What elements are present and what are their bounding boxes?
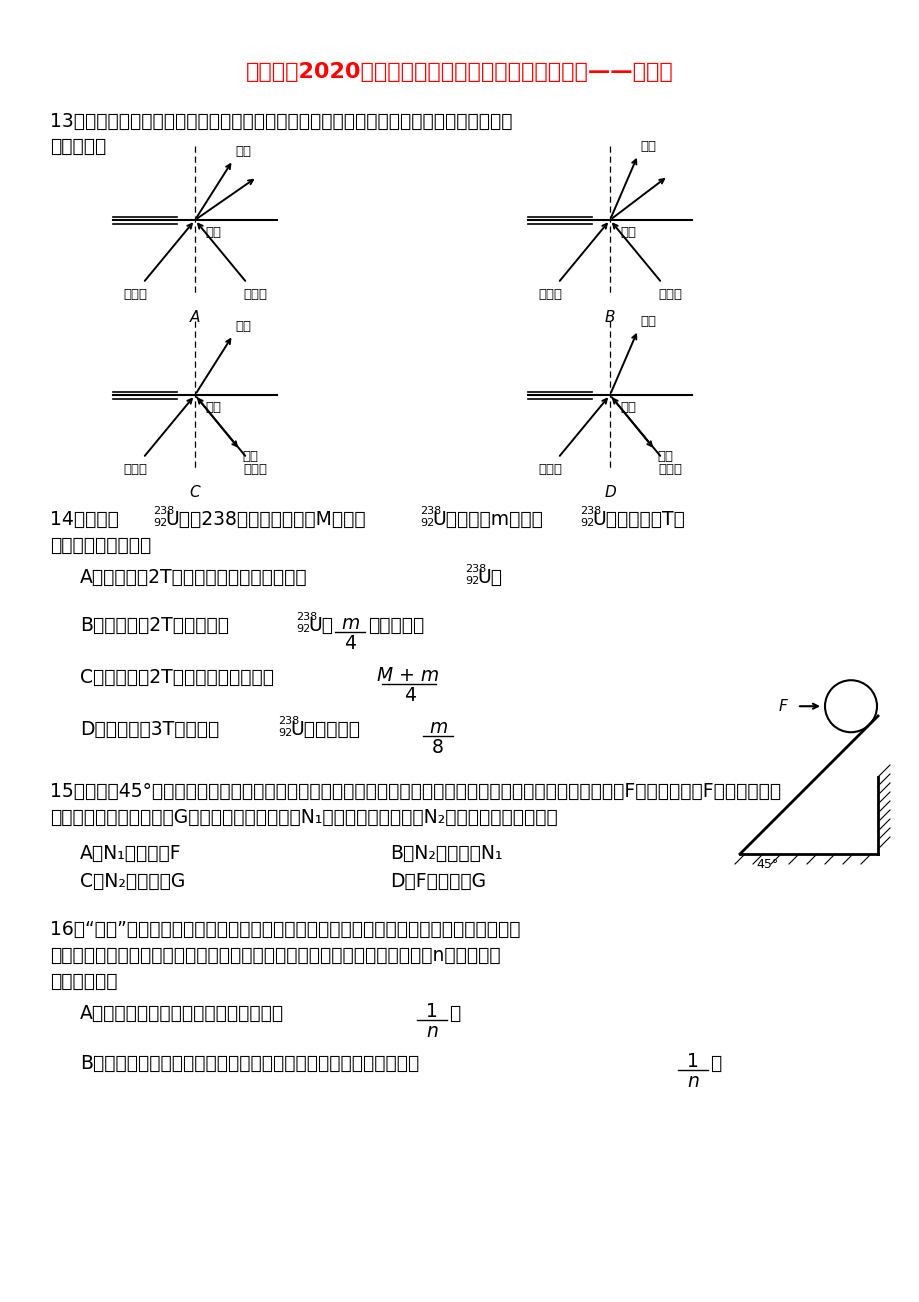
- Text: 8: 8: [432, 738, 444, 756]
- Text: 45°: 45°: [755, 858, 777, 871]
- Text: 92: 92: [278, 728, 292, 738]
- Text: C．N₂一定大于G: C．N₂一定大于G: [80, 872, 185, 891]
- Text: D．经过时间3T后矿石中: D．经过时间3T后矿石中: [80, 720, 219, 740]
- Text: 238: 238: [420, 506, 441, 516]
- Text: 复合光: 复合光: [123, 464, 147, 477]
- Text: 则下列说法正确的是: 则下列说法正确的是: [50, 536, 151, 555]
- Text: 红光: 红光: [656, 450, 673, 464]
- Text: 【物理】2020年北京市各区高三一模试卷分题型汇编——选择题: 【物理】2020年北京市各区高三一模试卷分题型汇编——选择题: [246, 62, 673, 82]
- Text: 4: 4: [403, 686, 415, 704]
- Text: 238: 238: [464, 564, 486, 574]
- Text: 法中正确的是: 法中正确的是: [50, 973, 118, 991]
- Text: 倍: 倍: [709, 1055, 720, 1073]
- Text: 238: 238: [579, 506, 601, 516]
- Text: 92: 92: [420, 518, 434, 529]
- Text: 238: 238: [296, 612, 317, 622]
- Text: 介质: 介质: [205, 227, 221, 240]
- Text: 复合光: 复合光: [243, 464, 267, 477]
- Text: U的半衰期为T，: U的半衰期为T，: [591, 510, 684, 529]
- Text: 球心。设球受到的重力为G，绝直墙对球的弹力为N₁，斜面对球的弹力为N₂，则下列说法正确的是: 球心。设球受到的重力为G，绝直墙对球的弹力为N₁，斜面对球的弹力为N₂，则下列说…: [50, 809, 557, 827]
- Text: 介质: 介质: [619, 401, 635, 414]
- Text: C．经过时间2T后该矿石的质量剩下: C．经过时间2T后该矿石的质量剩下: [80, 668, 274, 687]
- Text: 16．“静止”在赤道上空的地球同步气象卫星把广阔视野内的气象数据发回地面，为天气预报: 16．“静止”在赤道上空的地球同步气象卫星把广阔视野内的气象数据发回地面，为天气…: [50, 921, 520, 939]
- Text: B: B: [604, 310, 615, 326]
- Text: A: A: [189, 310, 200, 326]
- Text: U的质量还剩: U的质量还剩: [289, 720, 359, 740]
- Text: 15．倒角为45°的斜面固定于绝直墙上，为使质量分布均匀的光滑球静止在如图所示的位置，需用一个水平推功F作用于球上，F的作用线通过: 15．倒角为45°的斜面固定于绝直墙上，为使质量分布均匀的光滑球静止在如图所示的…: [50, 783, 780, 801]
- Text: 红光: 红光: [234, 145, 251, 158]
- Text: 复合光: 复合光: [538, 464, 562, 477]
- Text: 倍: 倍: [448, 1004, 460, 1023]
- Text: 紫光: 紫光: [242, 450, 257, 464]
- Text: A．经过时间2T后这块矿石中基本不再含有: A．经过时间2T后这块矿石中基本不再含有: [80, 568, 307, 587]
- Text: U了: U了: [476, 568, 502, 587]
- Text: 提供准确、全面和及时的气象资料。设地球同步卫星的轨道半径是地球半径的n倍，下列说: 提供准确、全面和及时的气象资料。设地球同步卫星的轨道半径是地球半径的n倍，下列说: [50, 947, 500, 965]
- Text: B．同步卫星的运行速度是地球赤道上物体随地球自转获得的速度的: B．同步卫星的运行速度是地球赤道上物体随地球自转获得的速度的: [80, 1055, 419, 1073]
- Text: 紫光: 紫光: [640, 315, 655, 328]
- Text: B．N₂一定大于N₁: B．N₂一定大于N₁: [390, 844, 502, 863]
- Text: 92: 92: [153, 518, 167, 529]
- Text: 复合光: 复合光: [657, 288, 681, 301]
- Text: 紫光: 紫光: [640, 141, 655, 154]
- Text: D: D: [604, 486, 615, 500]
- Text: n: n: [686, 1072, 698, 1091]
- Text: U有: U有: [308, 616, 333, 635]
- Text: 92: 92: [296, 624, 310, 634]
- Text: C: C: [189, 486, 200, 500]
- Text: B．经过时间2T后矿石中的: B．经过时间2T后矿石中的: [80, 616, 229, 635]
- Text: n: n: [425, 1022, 437, 1042]
- Text: 238: 238: [278, 716, 299, 727]
- Text: 92: 92: [579, 518, 594, 529]
- Text: m: m: [341, 615, 358, 633]
- Text: m: m: [428, 717, 447, 737]
- Text: 复合光: 复合光: [538, 288, 562, 301]
- Text: A．N₁一定等于F: A．N₁一定等于F: [80, 844, 181, 863]
- Text: 介质: 介质: [205, 401, 221, 414]
- Text: A．同步卫星运行速度是第一宇宙速度的: A．同步卫星运行速度是第一宇宙速度的: [80, 1004, 284, 1023]
- Text: 1: 1: [425, 1003, 437, 1021]
- Text: 238: 238: [153, 506, 174, 516]
- Text: D．F一定小于G: D．F一定小于G: [390, 872, 485, 891]
- Text: 4: 4: [344, 634, 356, 654]
- Text: F: F: [777, 699, 787, 713]
- Text: 92: 92: [464, 575, 479, 586]
- Text: 1: 1: [686, 1052, 698, 1072]
- Text: 复合光: 复合光: [657, 464, 681, 477]
- Text: 复合光: 复合光: [123, 288, 147, 301]
- Text: 红光: 红光: [234, 320, 251, 333]
- Text: U（轴238）的矿石质量为M，其中: U（轴238）的矿石质量为M，其中: [165, 510, 365, 529]
- Text: 13．由红光和紫光组成的复合光束，从某种介质射到介质和真空的界面后，光的路径可能是: 13．由红光和紫光组成的复合光束，从某种介质射到介质和真空的界面后，光的路径可能…: [50, 112, 512, 132]
- Text: 复合光: 复合光: [243, 288, 267, 301]
- Text: 下面图中的: 下面图中的: [50, 137, 106, 156]
- Text: 发生了衰变: 发生了衰变: [368, 616, 424, 635]
- Text: M + m: M + m: [377, 667, 438, 685]
- Text: U的质量为m。已知: U的质量为m。已知: [432, 510, 542, 529]
- Text: 14．一块含: 14．一块含: [50, 510, 119, 529]
- Text: 介质: 介质: [619, 227, 635, 240]
